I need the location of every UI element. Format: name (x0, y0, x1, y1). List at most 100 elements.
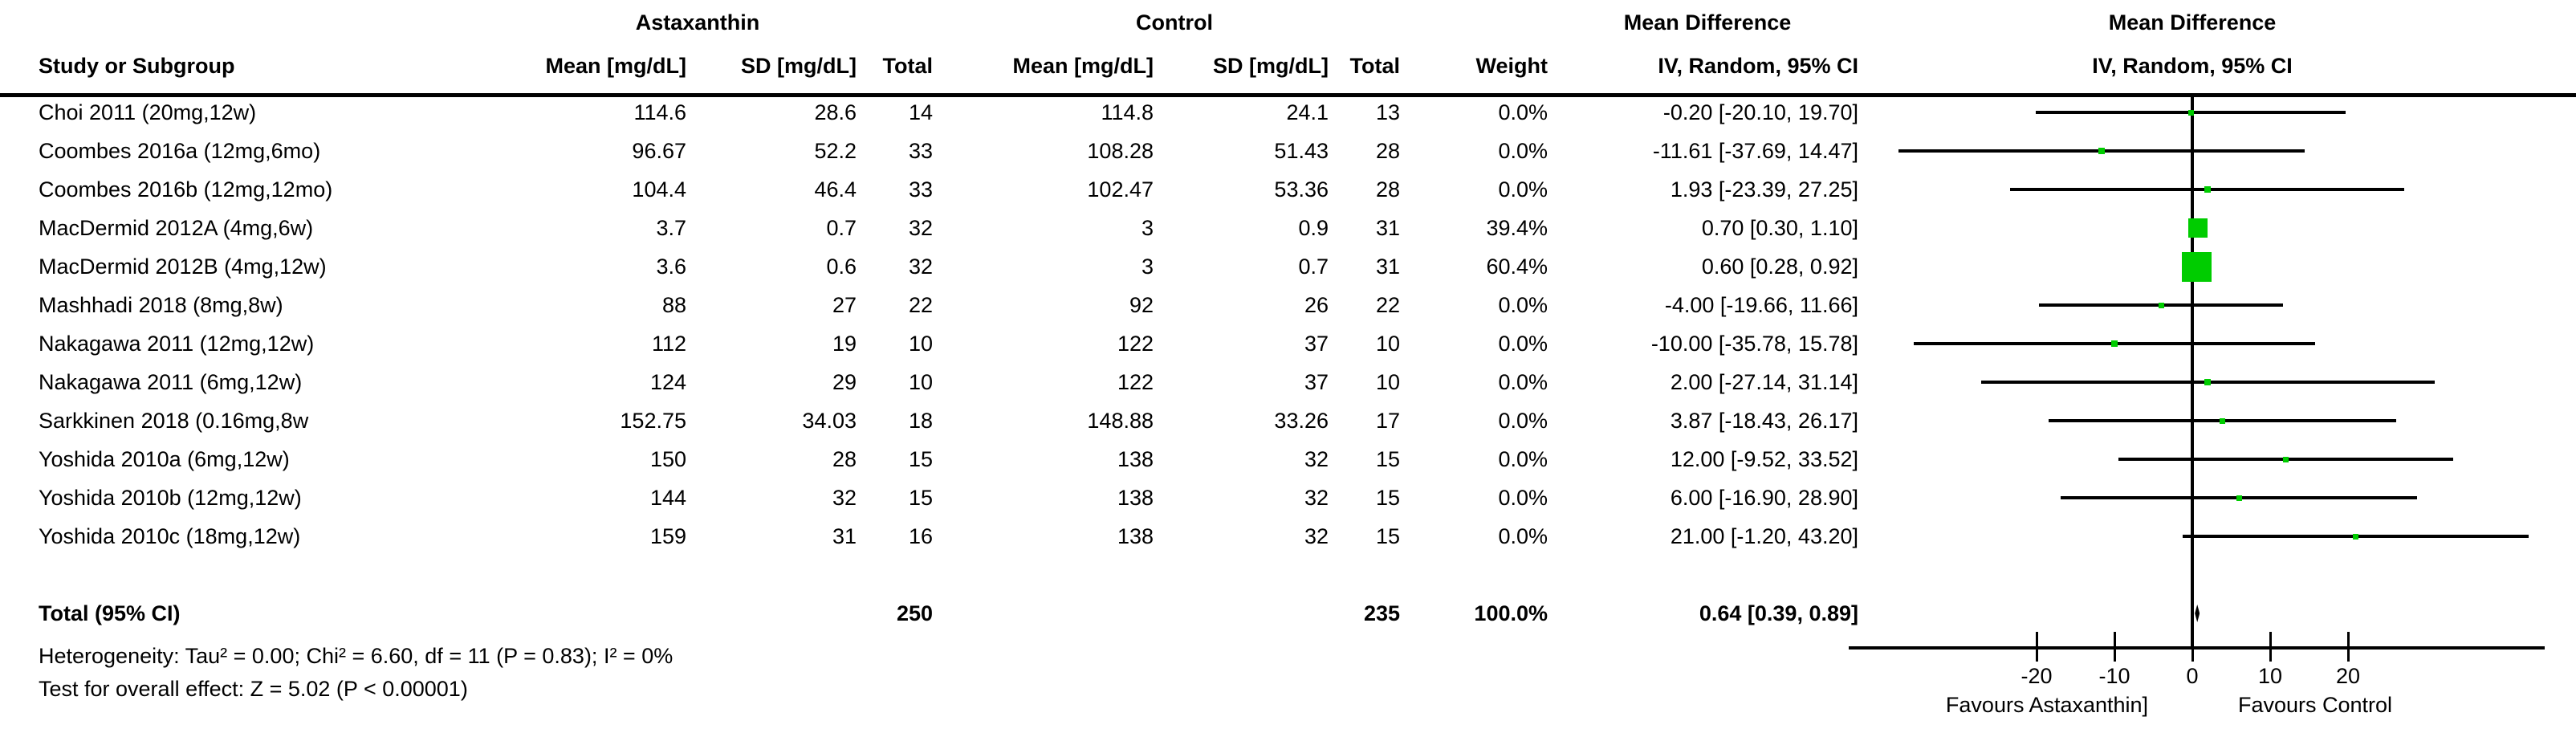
cell-control-total: 15 (1375, 447, 1400, 471)
axis-tick (2347, 632, 2350, 662)
group-header-control: Control (1136, 10, 1213, 35)
col-header-weight: Weight (1475, 54, 1548, 78)
cell-asta-total: 14 (908, 100, 933, 124)
cell-asta-mean: 96.67 (632, 139, 686, 163)
study-name: MacDermid 2012B (4mg,12w) (39, 255, 327, 279)
effect-marker (2187, 218, 2208, 238)
cell-asta-sd: 34.03 (802, 409, 857, 433)
effect-marker (2353, 533, 2359, 540)
study-name: Coombes 2016a (12mg,6mo) (39, 139, 321, 163)
cell-control-mean: 108.28 (1087, 139, 1154, 163)
cell-weight: 0.0% (1498, 293, 1548, 317)
cell-control-sd: 51.43 (1274, 139, 1329, 163)
cell-asta-mean: 112 (651, 332, 686, 356)
effect-marker (2282, 456, 2289, 462)
study-name: Sarkkinen 2018 (0.16mg,8w (39, 409, 309, 433)
cell-ci-text: -4.00 [-19.66, 11.66] (1664, 293, 1858, 317)
axis-tick (2191, 632, 2194, 662)
cell-control-total: 22 (1375, 293, 1400, 317)
study-name: Yoshida 2010c (18mg,12w) (39, 524, 301, 548)
cell-weight: 0.0% (1498, 139, 1548, 163)
cell-asta-sd: 32 (832, 486, 857, 510)
study-name: Mashhadi 2018 (8mg,8w) (39, 293, 283, 317)
effect-marker (2098, 148, 2106, 154)
cell-control-total: 17 (1375, 409, 1400, 433)
cell-asta-mean: 114.6 (633, 100, 686, 124)
cell-control-total: 10 (1375, 370, 1400, 394)
cell-control-total: 15 (1375, 524, 1400, 548)
cell-weight: 0.0% (1498, 486, 1548, 510)
cell-ci-text: -10.00 [-35.78, 15.78] (1650, 332, 1858, 356)
effect-marker (2236, 495, 2242, 501)
effect-marker (2204, 379, 2212, 385)
cell-weight: 60.4% (1486, 255, 1548, 279)
study-name: Yoshida 2010a (6mg,12w) (39, 447, 290, 471)
cell-control-mean: 138 (1117, 447, 1154, 471)
cell-asta-sd: 52.2 (814, 139, 857, 163)
cell-asta-mean: 152.75 (620, 409, 686, 433)
effect-marker (2204, 186, 2211, 193)
study-name: Yoshida 2010b (12mg,12w) (39, 486, 302, 510)
col-header-control-total: Total (1349, 54, 1401, 78)
axis-tick (2269, 632, 2272, 662)
cell-control-total: 28 (1375, 139, 1400, 163)
col-header-ci-text: IV, Random, 95% CI (1658, 54, 1858, 78)
effect-marker (2187, 109, 2194, 116)
cell-asta-sd: 0.6 (826, 255, 857, 279)
col-header-asta-total: Total (882, 54, 934, 78)
col-header-asta-mean: Mean [mg/dL] (545, 54, 687, 78)
cell-asta-total: 15 (908, 486, 933, 510)
study-name: MacDermid 2012A (4mg,6w) (39, 216, 314, 240)
cell-asta-sd: 46.4 (814, 177, 857, 202)
cell-ci-text: 12.00 [-9.52, 33.52] (1670, 447, 1858, 471)
cell-asta-total: 33 (908, 139, 933, 163)
effect-marker (2158, 302, 2164, 308)
col-header-asta-sd: SD [mg/dL] (741, 54, 857, 78)
cell-weight: 0.0% (1498, 370, 1548, 394)
cell-ci-text: 0.70 [0.30, 1.10] (1701, 216, 1858, 240)
study-name: Coombes 2016b (12mg,12mo) (39, 177, 333, 202)
cell-asta-sd: 28.6 (814, 100, 857, 124)
cell-weight: 0.0% (1498, 524, 1548, 548)
total-diamond (2195, 605, 2200, 622)
cell-asta-total: 32 (908, 255, 933, 279)
cell-control-sd: 0.7 (1298, 255, 1329, 279)
cell-weight: 0.0% (1498, 100, 1548, 124)
axis-tick (2114, 632, 2116, 662)
cell-control-mean: 148.88 (1087, 409, 1154, 433)
cell-asta-mean: 88 (661, 293, 686, 317)
cell-control-sd: 0.9 (1298, 216, 1329, 240)
total-ci-text: 0.64 [0.39, 0.89] (1699, 601, 1858, 625)
effect-marker (2182, 251, 2212, 282)
total-weight: 100.0% (1474, 601, 1548, 625)
cell-asta-mean: 159 (649, 524, 686, 548)
cell-ci-text: 6.00 [-16.90, 28.90] (1670, 486, 1858, 510)
cell-control-mean: 3 (1141, 216, 1154, 240)
cell-control-mean: 122 (1117, 370, 1154, 394)
axis-tick-label: -10 (2098, 664, 2130, 688)
cell-asta-total: 18 (908, 409, 933, 433)
study-name: Nakagawa 2011 (12mg,12w) (39, 332, 315, 356)
cell-control-sd: 33.26 (1274, 409, 1329, 433)
col-header-control-mean: Mean [mg/dL] (1012, 54, 1154, 78)
cell-control-total: 31 (1375, 216, 1400, 240)
cell-control-total: 15 (1375, 486, 1400, 510)
cell-control-mean: 114.8 (1101, 100, 1154, 124)
cell-asta-sd: 29 (832, 370, 857, 394)
cell-asta-mean: 3.7 (656, 216, 686, 240)
cell-control-total: 10 (1375, 332, 1400, 356)
cell-control-sd: 37 (1304, 370, 1329, 394)
cell-control-mean: 102.47 (1087, 177, 1154, 202)
cell-asta-mean: 150 (649, 447, 686, 471)
cell-control-sd: 37 (1304, 332, 1329, 356)
cell-ci-text: 3.87 [-18.43, 26.17] (1670, 409, 1858, 433)
col-header-study: Study or Subgroup (39, 54, 235, 78)
cell-asta-sd: 28 (832, 447, 857, 471)
header-rule (0, 93, 2576, 97)
cell-ci-text: -11.61 [-37.69, 14.47] (1652, 139, 1858, 163)
cell-asta-total: 10 (908, 370, 933, 394)
x-axis (1849, 646, 2545, 650)
cell-asta-total: 33 (908, 177, 933, 202)
cell-asta-mean: 3.6 (656, 255, 686, 279)
